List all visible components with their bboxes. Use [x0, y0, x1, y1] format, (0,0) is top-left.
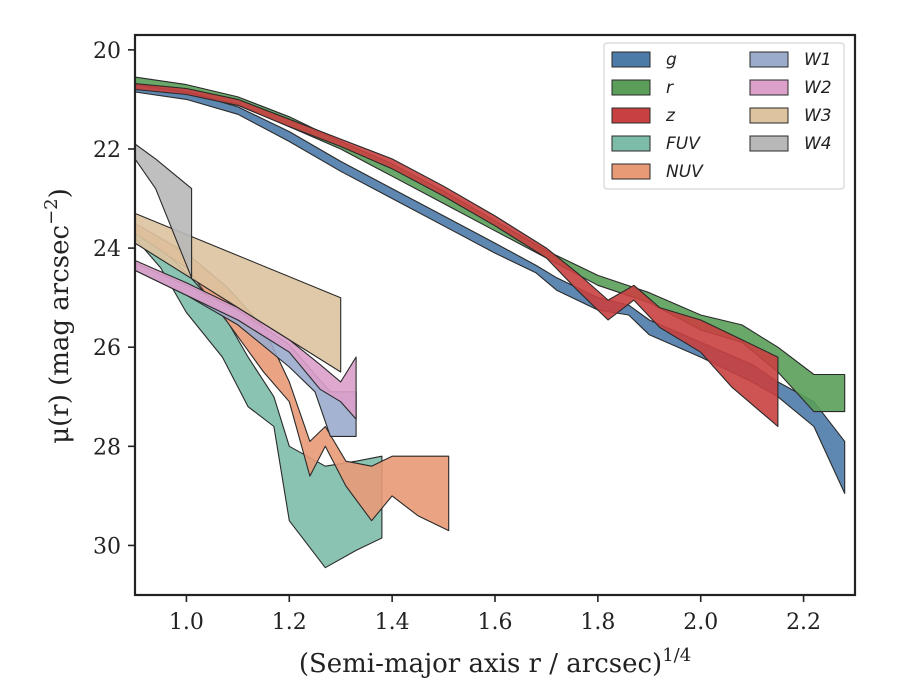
- x-axis-ticks: 1.0 1.2 1.4 1.6 1.8 2.0 2.2: [169, 595, 821, 635]
- x-tick-label: 1.4: [375, 610, 410, 635]
- legend-swatch-fuv: [611, 135, 651, 152]
- y-tick-label: 26: [93, 336, 121, 361]
- legend-label-g: g: [666, 50, 677, 70]
- legend-swatch-w1: [749, 51, 789, 68]
- y-axis-label: μ(r) (mag arcsec−2): [41, 188, 75, 444]
- y-tick-label: 24: [93, 237, 121, 262]
- legend: grz FUV NUV W1 W2 W3 W4: [603, 42, 845, 190]
- y-axis-label-exponent: −2: [41, 198, 62, 225]
- y-tick-label: 22: [93, 138, 121, 163]
- legend-swatch-g: [611, 51, 651, 68]
- legend-swatch-nuv: [611, 163, 651, 180]
- x-tick-label: 1.2: [272, 610, 307, 635]
- y-tick-label: 30: [93, 534, 121, 559]
- legend-swatch-w2: [749, 79, 789, 96]
- x-tick-label: 2.2: [786, 610, 821, 635]
- band-g: [134, 84, 846, 494]
- x-tick-label: 1.6: [478, 610, 513, 635]
- x-axis-label-exponent: 1/4: [662, 645, 691, 666]
- legend-label-w2: W2: [804, 78, 832, 98]
- y-axis-ticks: 20 22 24 26 28 30: [93, 39, 135, 559]
- y-axis-label-close: ): [45, 188, 75, 198]
- band-z: [134, 83, 779, 428]
- legend-label-z: z: [665, 106, 676, 126]
- legend-label-w1: W1: [804, 50, 832, 70]
- legend-label-w4: W4: [804, 134, 832, 154]
- legend-label-nuv: NUV: [666, 162, 704, 182]
- x-axis-label: (Semi-major axis r / arcsec)1/4: [299, 645, 691, 679]
- legend-label-r: r: [666, 78, 674, 98]
- y-tick-label: 28: [93, 435, 121, 460]
- y-tick-label: 20: [93, 39, 121, 64]
- x-tick-label: 2.0: [683, 610, 718, 635]
- legend-label-w3: W3: [804, 106, 832, 126]
- x-tick-label: 1.0: [169, 610, 204, 635]
- legend-swatch-w4: [749, 135, 789, 152]
- x-axis-label-main: (Semi-major axis r / arcsec): [299, 649, 662, 679]
- legend-swatch-z: [611, 107, 651, 124]
- x-tick-label: 1.8: [580, 610, 615, 635]
- legend-swatch-r: [611, 79, 651, 96]
- legend-label-fuv: FUV: [666, 134, 701, 154]
- legend-swatch-w3: [749, 107, 789, 124]
- y-axis-label-main: μ(r) (mag arcsec: [45, 225, 75, 444]
